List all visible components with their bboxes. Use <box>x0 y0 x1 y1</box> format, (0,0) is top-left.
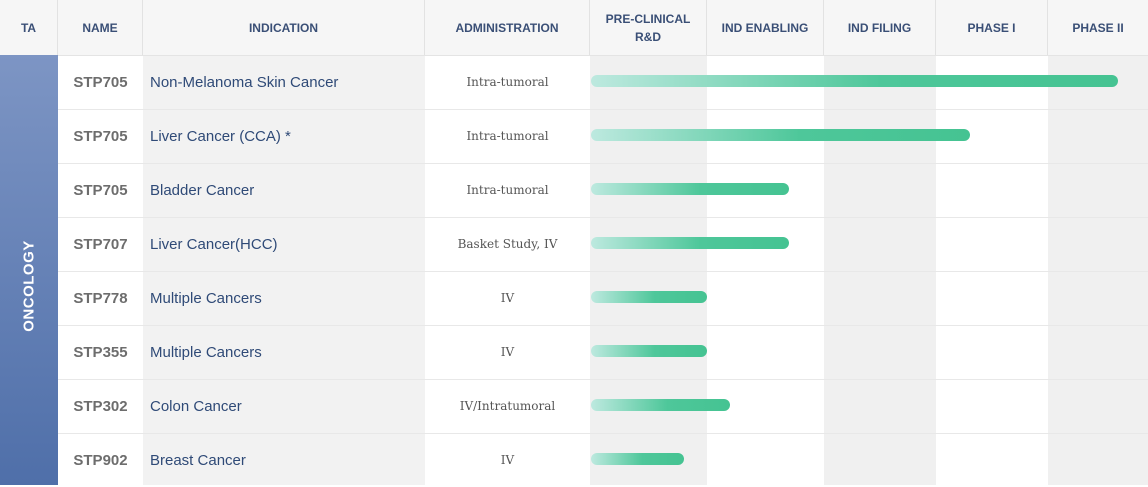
row-indication: Liver Cancer (CCA) * <box>150 127 291 145</box>
header-name: NAME <box>58 0 143 55</box>
row-name: STP902 <box>73 451 128 469</box>
column-bg-phase-ii <box>1048 0 1148 485</box>
row-divider <box>58 433 1148 434</box>
row-divider <box>58 271 1148 272</box>
row-divider <box>58 163 1148 164</box>
column-bg-indication <box>143 0 425 485</box>
row-name: STP302 <box>73 397 128 415</box>
table-header: TA NAME INDICATION ADMINISTRATION PRE-CL… <box>0 0 1148 56</box>
row-divider <box>58 379 1148 380</box>
progress-bar <box>591 129 970 141</box>
progress-bar <box>591 75 1118 87</box>
row-indication: Multiple Cancers <box>150 343 262 361</box>
row-administration: IV <box>500 453 515 467</box>
header-stage-phase-ii: PHASE II <box>1072 20 1124 35</box>
progress-bar <box>591 453 684 465</box>
header-stage-ind-filing: IND FILING <box>824 0 936 55</box>
row-indication: Non-Melanoma Skin Cancer <box>150 73 339 91</box>
therapeutic-area-label: ONCOLOGY <box>20 240 38 332</box>
therapeutic-area-band <box>0 55 58 485</box>
row-indication: Colon Cancer <box>150 397 242 415</box>
row-name: STP707 <box>73 235 128 253</box>
progress-bar <box>591 237 789 249</box>
row-administration: Intra-tumoral <box>466 75 549 89</box>
row-name: STP355 <box>73 343 128 361</box>
row-administration: Intra-tumoral <box>466 183 549 197</box>
row-divider <box>58 217 1148 218</box>
row-name: STP705 <box>73 73 128 91</box>
row-name: STP705 <box>73 127 128 145</box>
row-administration: Basket Study, IV <box>457 237 558 251</box>
header-stage-preclinical: PRE-CLINICAL R&D <box>590 0 707 55</box>
row-administration: IV <box>500 345 515 359</box>
progress-bar <box>591 291 707 303</box>
header-ta: TA <box>0 0 58 55</box>
column-bg-ind-filing <box>824 0 936 485</box>
row-indication: Bladder Cancer <box>150 181 255 199</box>
row-administration: IV <box>500 291 515 305</box>
row-indication: Multiple Cancers <box>150 289 262 307</box>
row-indication: Breast Cancer <box>150 451 246 469</box>
row-divider <box>58 325 1148 326</box>
row-divider <box>58 109 1148 110</box>
row-indication: Liver Cancer(HCC) <box>150 235 278 253</box>
progress-bar <box>591 183 789 195</box>
header-indication: INDICATION <box>143 0 425 55</box>
row-name: STP778 <box>73 289 128 307</box>
header-stage-phase-i: PHASE I <box>936 0 1048 55</box>
row-administration: IV/Intratumoral <box>459 399 556 413</box>
progress-bar <box>591 399 731 411</box>
header-administration: ADMINISTRATION <box>425 0 590 55</box>
row-administration: Intra-tumoral <box>466 129 549 143</box>
progress-bar <box>591 345 707 357</box>
header-stage-ind-enabling: IND ENABLING <box>707 0 824 55</box>
row-name: STP705 <box>73 181 128 199</box>
